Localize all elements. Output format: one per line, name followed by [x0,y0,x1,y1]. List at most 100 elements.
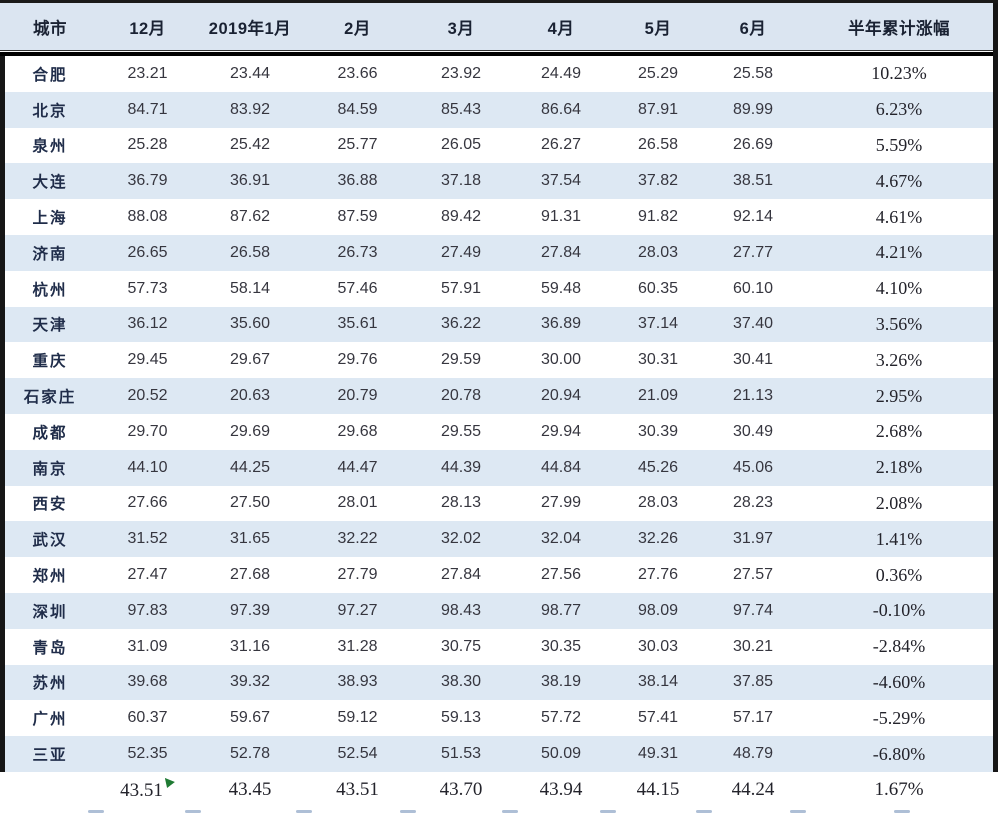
value-cell: 57.72 [540,709,582,727]
value-cell: 37.18 [440,172,482,190]
city-cell: 郑州 [32,568,68,586]
value-cell: 29.70 [127,422,168,440]
value-cell: 38.14 [637,673,679,691]
value-cell: 91.31 [540,208,582,226]
value-cell: 30.00 [540,351,582,369]
value-cell: 36.88 [337,172,378,190]
change-cell: 4.61% [875,206,923,227]
value-cell: 52.78 [229,745,271,763]
value-cell: 25.42 [229,136,271,154]
city-cell: 济南 [32,245,68,263]
value-cell: 27.49 [440,243,482,261]
value-cell: 31.09 [127,637,168,655]
value-cell: 35.61 [337,315,378,333]
table-footer-row: 43.51 43.45 43.51 43.70 43.94 44.15 44.2… [0,772,998,808]
value-cell: 27.99 [540,494,582,512]
value-cell: 98.43 [440,601,482,619]
value-cell: 36.12 [127,315,168,333]
value-cell: 29.45 [127,351,168,369]
value-cell: 37.14 [637,315,679,333]
change-cell: 6.23% [875,99,923,120]
value-cell: 32.02 [440,530,482,548]
value-cell: 36.91 [229,172,271,190]
footer-value-cell: 43.94 [539,778,583,800]
value-cell: 27.84 [440,566,482,584]
value-cell: 29.76 [337,351,378,369]
city-cell: 广州 [32,711,68,729]
change-cell: 2.68% [875,421,923,442]
table-row: 西安 27.66 27.50 28.01 28.13 27.99 28.03 2… [0,486,998,522]
value-cell: 32.04 [540,530,582,548]
footer-change-cell: 1.67% [874,778,924,800]
value-cell: 23.92 [440,64,482,82]
clipped-row-fragment [696,810,712,813]
value-cell: 97.83 [127,601,168,619]
value-cell: 27.47 [127,566,168,584]
table-row: 杭州 57.73 58.14 57.46 57.91 59.48 60.35 6… [0,271,998,307]
table-left-border [0,56,5,772]
city-cell: 天津 [32,317,68,335]
value-cell: 50.09 [540,745,582,763]
value-cell: 84.71 [127,100,168,118]
clipped-row-fragment [88,810,104,813]
change-cell: -4.60% [872,671,926,692]
header-cell-may: 5月 [644,19,672,38]
value-cell: 60.35 [637,279,679,297]
table-row: 大连 36.79 36.91 36.88 37.18 37.54 37.82 3… [0,163,998,200]
value-cell: 29.68 [337,422,378,440]
value-cell: 38.51 [732,172,774,190]
city-cell: 深圳 [32,603,68,621]
city-cell: 上海 [32,210,68,228]
value-cell: 49.31 [637,745,679,763]
value-cell: 27.56 [540,566,582,584]
value-cell: 39.32 [229,673,271,691]
value-cell: 30.21 [732,637,774,655]
value-cell: 35.60 [229,315,271,333]
value-cell: 31.28 [337,637,378,655]
value-cell: 44.47 [337,458,378,476]
value-cell: 21.09 [637,387,679,405]
header-cell-change: 半年累计涨幅 [848,19,950,38]
value-cell: 57.17 [732,709,774,727]
value-cell: 27.77 [732,243,774,261]
value-cell: 26.58 [637,136,679,154]
header-cell-dec: 12月 [129,19,166,38]
value-cell: 37.54 [540,172,582,190]
value-cell: 44.39 [440,458,482,476]
value-cell: 30.31 [637,351,679,369]
table-row: 合肥 23.21 23.44 23.66 23.92 24.49 25.29 2… [0,56,998,92]
city-cell: 武汉 [32,532,68,550]
change-cell: -2.84% [872,636,926,657]
value-cell: 20.79 [337,387,378,405]
value-cell: 30.75 [440,637,482,655]
value-cell: 92.14 [732,208,774,226]
header-cell-jan: 2019年1月 [208,19,292,38]
footer-value-cell: 44.15 [636,778,680,800]
city-cell: 石家庄 [23,389,77,407]
value-cell: 97.39 [229,601,271,619]
table-row: 三亚 52.35 52.78 52.54 51.53 50.09 49.31 4… [0,736,998,772]
header-cell-apr: 4月 [547,19,575,38]
city-cell: 泉州 [32,138,68,156]
table-row: 石家庄 20.52 20.63 20.79 20.78 20.94 21.09 … [0,378,998,414]
comment-flag-icon [164,777,175,788]
table-row: 北京 84.71 83.92 84.59 85.43 86.64 87.91 8… [0,91,998,128]
value-cell: 60.10 [732,279,774,297]
city-cell: 大连 [32,174,68,192]
city-cell: 苏州 [32,675,68,693]
value-cell: 88.08 [127,208,168,226]
value-cell: 98.09 [637,601,679,619]
value-cell: 48.79 [732,745,774,763]
value-cell: 31.52 [127,530,168,548]
value-cell: 38.30 [440,673,482,691]
table-row: 苏州 39.68 39.32 38.93 38.30 38.19 38.14 3… [0,664,998,701]
change-cell: 1.41% [875,528,923,549]
value-cell: 23.66 [337,64,378,82]
table-row: 泉州 25.28 25.42 25.77 26.05 26.27 26.58 2… [0,128,998,164]
value-cell: 31.97 [732,530,774,548]
value-cell: 28.03 [637,494,679,512]
table-row: 武汉 31.52 31.65 32.22 32.02 32.04 32.26 3… [0,521,998,558]
clipped-row-fragment [600,810,616,813]
value-cell: 29.55 [440,422,482,440]
value-cell: 87.62 [229,208,271,226]
